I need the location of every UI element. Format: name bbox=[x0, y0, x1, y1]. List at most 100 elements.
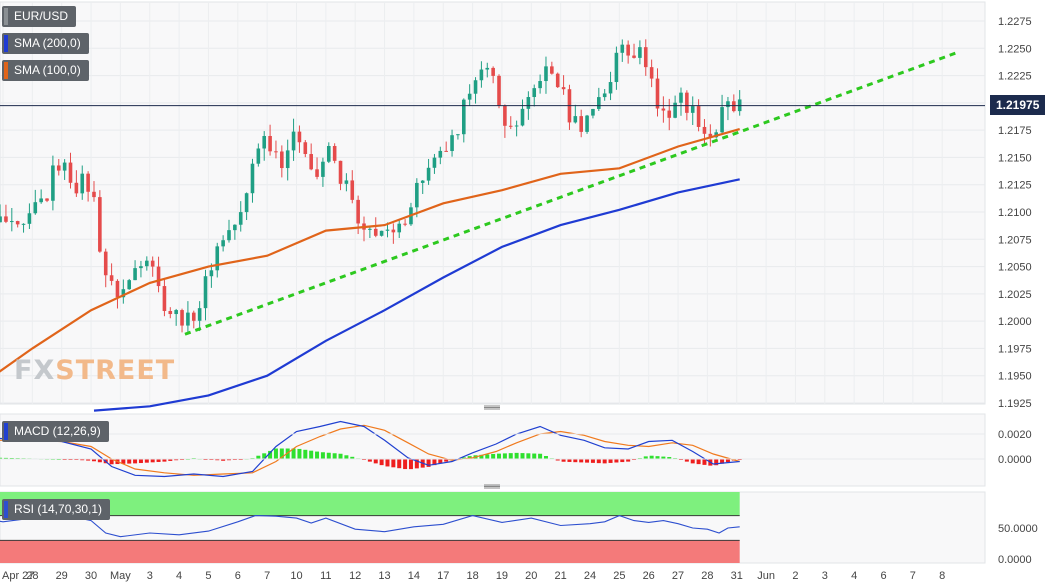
watermark-fx: FX bbox=[14, 355, 56, 386]
candle-body bbox=[109, 275, 114, 281]
macd-histogram-bar bbox=[121, 459, 126, 464]
macd-histogram-bar bbox=[285, 448, 290, 459]
candle-body bbox=[415, 182, 419, 208]
time-tick-label: 3 bbox=[822, 570, 828, 582]
candle-body bbox=[238, 212, 243, 225]
candle-body bbox=[426, 167, 431, 181]
rsi-tick-label: 0.0000 bbox=[998, 554, 1032, 566]
price-tick-label: 1.2100 bbox=[998, 207, 1032, 219]
macd-text: MACD (12,26,9) bbox=[14, 424, 101, 438]
macd-histogram-bar bbox=[602, 459, 607, 464]
candle-body bbox=[485, 67, 490, 70]
time-tick-label: 31 bbox=[731, 570, 743, 582]
candle-body bbox=[68, 162, 73, 183]
sma-200-swatch bbox=[4, 35, 8, 52]
price-tick-label: 1.2025 bbox=[998, 289, 1032, 301]
macd-lines bbox=[0, 420, 740, 478]
candle-body bbox=[291, 131, 296, 151]
candle-body bbox=[150, 260, 155, 267]
macd-histogram-bar bbox=[491, 453, 496, 459]
time-tick-label: 24 bbox=[584, 570, 596, 582]
panel-resize-handles[interactable] bbox=[484, 405, 500, 489]
macd-histogram-bar bbox=[367, 459, 372, 462]
macd-histogram-bar bbox=[538, 453, 543, 459]
candle-body bbox=[197, 308, 202, 321]
symbol-swatch bbox=[4, 8, 8, 25]
macd-histogram-bar bbox=[649, 455, 654, 459]
candle-body bbox=[720, 107, 724, 133]
macd-label[interactable]: MACD (12,26,9) bbox=[2, 421, 109, 442]
candle-body bbox=[203, 276, 208, 309]
price-panel bbox=[0, 1, 986, 405]
macd-histogram-bar bbox=[138, 459, 143, 464]
candle-body bbox=[162, 286, 167, 311]
time-tick-label: 6 bbox=[235, 570, 241, 582]
macd-histogram-bar bbox=[174, 459, 179, 461]
rsi-line bbox=[0, 513, 740, 538]
candle-body bbox=[626, 44, 630, 56]
macd-histogram-bar bbox=[438, 459, 443, 464]
time-tick-label: 17 bbox=[437, 570, 449, 582]
symbol-label[interactable]: EUR/USD bbox=[2, 6, 77, 27]
macd-line-path bbox=[0, 420, 740, 478]
rsi-path bbox=[0, 513, 740, 538]
macd-swatch bbox=[4, 423, 8, 440]
rsi-label[interactable]: RSI (14,70,30,1) bbox=[2, 499, 111, 520]
macd-histogram-bar bbox=[385, 459, 390, 467]
candle-body bbox=[127, 280, 132, 290]
candle-body bbox=[186, 312, 190, 326]
candle-body bbox=[690, 106, 695, 113]
macd-histogram-bar bbox=[262, 453, 267, 459]
price-axis: 1.22751.22501.22251.22001.21751.21501.21… bbox=[998, 16, 1032, 410]
price-tick-label: 1.2175 bbox=[998, 125, 1032, 137]
candle-body bbox=[332, 146, 337, 161]
macd-histogram-bar bbox=[667, 457, 672, 459]
candle-body bbox=[133, 268, 137, 281]
macd-histogram-bar bbox=[338, 453, 343, 459]
candle-body bbox=[420, 180, 425, 183]
candle-body bbox=[338, 160, 343, 184]
macd-histogram-bar bbox=[497, 453, 502, 459]
sma-100-label[interactable]: SMA (100,0) bbox=[2, 60, 89, 81]
candle-body bbox=[708, 133, 713, 138]
macd-histogram-bar bbox=[391, 459, 396, 468]
time-tick-label: 3 bbox=[147, 570, 153, 582]
candle-body bbox=[667, 110, 672, 118]
candle-body bbox=[262, 135, 267, 149]
rsi-axis: 50.0000 0.0000 bbox=[998, 523, 1038, 566]
macd-histogram-bar bbox=[326, 452, 331, 459]
macd-histogram-bar bbox=[397, 459, 402, 469]
macd-histogram-bar bbox=[168, 459, 173, 461]
macd-histogram-bar bbox=[320, 452, 325, 459]
time-tick-label: 4 bbox=[176, 570, 182, 582]
candle-body bbox=[467, 93, 472, 100]
candle-body bbox=[450, 135, 454, 152]
macd-histogram-bar bbox=[303, 449, 308, 459]
macd-histogram-bar bbox=[403, 459, 408, 470]
candle-body bbox=[4, 216, 8, 222]
macd-histogram-bar bbox=[620, 459, 625, 463]
macd-histogram-bar bbox=[109, 459, 114, 465]
trendline bbox=[184, 51, 958, 336]
macd-histogram-bar bbox=[614, 459, 619, 463]
price-tick-label: 1.1950 bbox=[998, 371, 1032, 383]
sma-200-label[interactable]: SMA (200,0) bbox=[2, 33, 89, 54]
time-tick-label: 5 bbox=[205, 570, 211, 582]
candle-body bbox=[461, 99, 466, 135]
time-tick-label: 21 bbox=[555, 570, 567, 582]
candle-body bbox=[696, 106, 701, 127]
macd-histogram-bar bbox=[414, 459, 419, 469]
candle-body bbox=[21, 223, 26, 225]
macd-histogram-bar bbox=[350, 456, 355, 459]
macd-histogram-bar bbox=[273, 448, 278, 459]
macd-histogram-bar bbox=[86, 459, 91, 461]
candle-body bbox=[573, 116, 578, 123]
time-tick-label: 27 bbox=[672, 570, 684, 582]
macd-histogram-bar bbox=[661, 456, 666, 459]
macd-histogram-bar bbox=[444, 459, 449, 462]
sma-200-path bbox=[93, 178, 740, 412]
candle-body bbox=[391, 229, 396, 233]
macd-histogram-bar bbox=[543, 456, 548, 459]
candle-body bbox=[45, 198, 49, 201]
